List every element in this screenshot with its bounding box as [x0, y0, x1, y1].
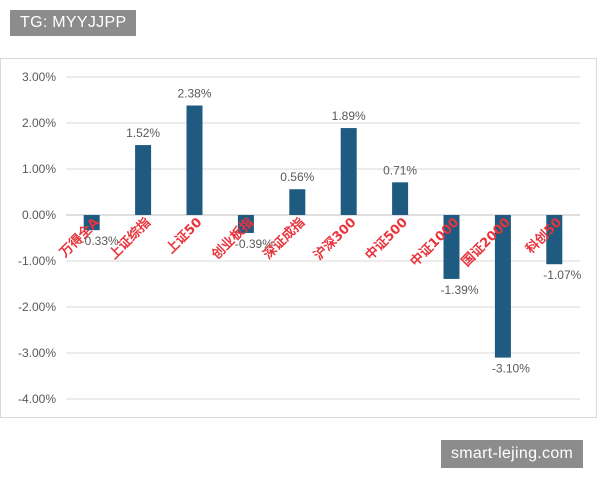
y-tick-label: -4.00% [18, 392, 56, 406]
y-tick-label: 1.00% [22, 162, 56, 176]
bar [546, 215, 563, 265]
data-label: -1.39% [440, 283, 478, 297]
category-labels: 万得全A 上证综指 上证50 创业板指 深证成指 沪深300 中证500中证1000国证20… [56, 215, 565, 270]
category-label: 沪深300 [311, 215, 360, 264]
bar [443, 215, 460, 279]
bar [186, 105, 203, 215]
bar [83, 215, 100, 231]
data-label: -0.33% [81, 234, 119, 248]
bar [340, 128, 357, 215]
bar [494, 215, 511, 358]
data-label: -3.10% [492, 362, 530, 376]
data-label: 1.52% [126, 126, 160, 140]
category-label: 上证50 [164, 215, 206, 257]
y-tick-label: 0.00% [22, 208, 56, 222]
y-tick-label: -1.00% [18, 254, 56, 268]
gridlines [66, 76, 580, 400]
y-tick-label: 2.00% [22, 116, 56, 130]
data-label: 1.89% [332, 109, 366, 123]
data-label: -0.39% [235, 237, 273, 251]
y-tick-label: 3.00% [22, 70, 56, 84]
data-label: 0.56% [280, 170, 314, 184]
y-tick-label: -2.00% [18, 300, 56, 314]
bar [392, 182, 409, 215]
data-labels: -0.33% 1.52% 2.38% -0.39% 0.56% 1.89% 0.71% -1.… [81, 87, 582, 376]
data-label: -1.07% [543, 268, 581, 282]
tag-badge: TG: MYYJJPP [10, 10, 137, 36]
bars [83, 105, 563, 358]
category-label: 中证500 [362, 215, 411, 264]
data-label: 2.38% [177, 87, 211, 101]
watermark: smart-lejing.com [441, 440, 584, 468]
bar [135, 145, 152, 215]
bar [237, 215, 254, 233]
y-tick-label: -3.00% [18, 346, 56, 360]
bar [289, 189, 306, 215]
y-axis-tick-labels: 3.00% 2.00% 1.00% 0.00% -1.00% -2.00% -3.00% -4… [18, 70, 56, 406]
data-label: 0.71% [383, 163, 417, 177]
